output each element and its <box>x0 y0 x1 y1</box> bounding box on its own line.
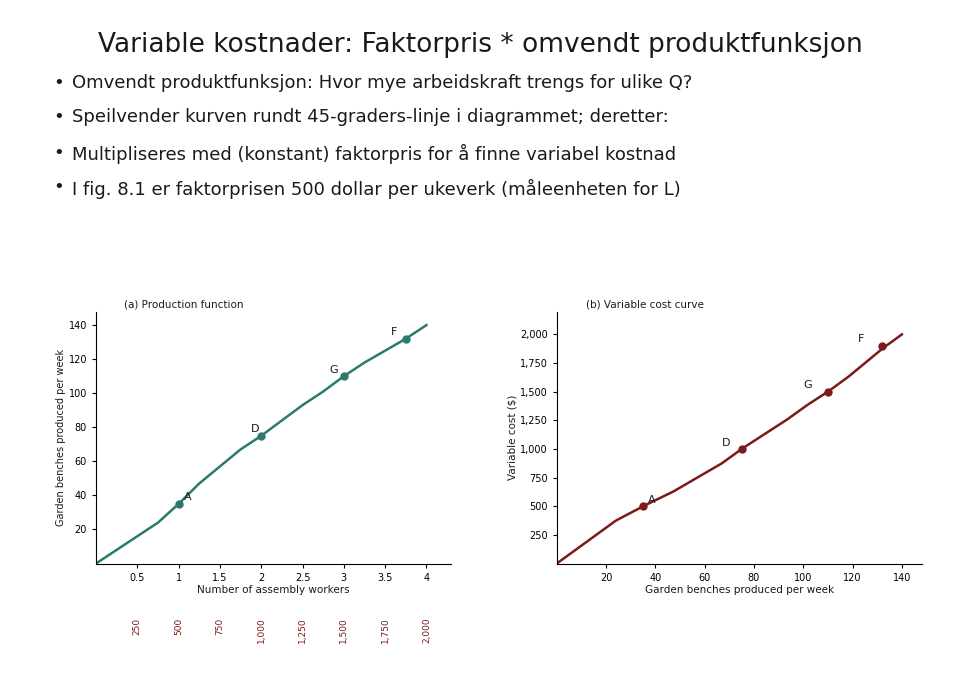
Text: Omvendt produktfunksjon: Hvor mye arbeidskraft trengs for ulike Q?: Omvendt produktfunksjon: Hvor mye arbeid… <box>72 74 692 92</box>
Text: F: F <box>391 328 397 337</box>
Text: 12. september 2011   17 / 36: 12. september 2011 17 / 36 <box>788 676 950 686</box>
Y-axis label: Variable cost ($): Variable cost ($) <box>507 395 517 480</box>
X-axis label: Garden benches produced per week: Garden benches produced per week <box>644 585 834 595</box>
Text: (a) Production function: (a) Production function <box>125 300 244 309</box>
Text: G: G <box>804 380 812 390</box>
Text: D: D <box>722 438 731 447</box>
Text: •: • <box>53 178 63 197</box>
Text: I fig. 8.1 er faktorprisen 500 dollar per ukeverk (måleenheten for L): I fig. 8.1 er faktorprisen 500 dollar pe… <box>72 178 681 199</box>
Text: •: • <box>53 144 63 162</box>
Text: Speilvender kurven rundt 45-graders-linje i diagrammet; deretter:: Speilvender kurven rundt 45-graders-linj… <box>72 108 669 127</box>
Text: Variable kostnader: Faktorpris * omvendt produktfunksjon: Variable kostnader: Faktorpris * omvendt… <box>98 32 862 57</box>
Text: Diderik Lund, Økonomisk inst., UiO  (): Diderik Lund, Økonomisk inst., UiO () <box>10 676 219 686</box>
Text: (b) Variable cost curve: (b) Variable cost curve <box>586 300 704 309</box>
Text: G: G <box>329 365 338 374</box>
Text: Multipliseres med (konstant) faktorpris for å finne variabel kostnad: Multipliseres med (konstant) faktorpris … <box>72 144 676 164</box>
Text: •: • <box>53 74 63 92</box>
Text: A: A <box>183 493 191 503</box>
Text: •: • <box>53 108 63 127</box>
Text: ECON1210 Forelesning 4: ECON1210 Forelesning 4 <box>411 676 549 686</box>
Text: A: A <box>648 495 656 505</box>
Y-axis label: Garden benches produced per week: Garden benches produced per week <box>56 349 65 526</box>
Text: D: D <box>252 424 260 435</box>
Text: F: F <box>857 335 864 344</box>
X-axis label: Number of assembly workers: Number of assembly workers <box>198 585 349 595</box>
